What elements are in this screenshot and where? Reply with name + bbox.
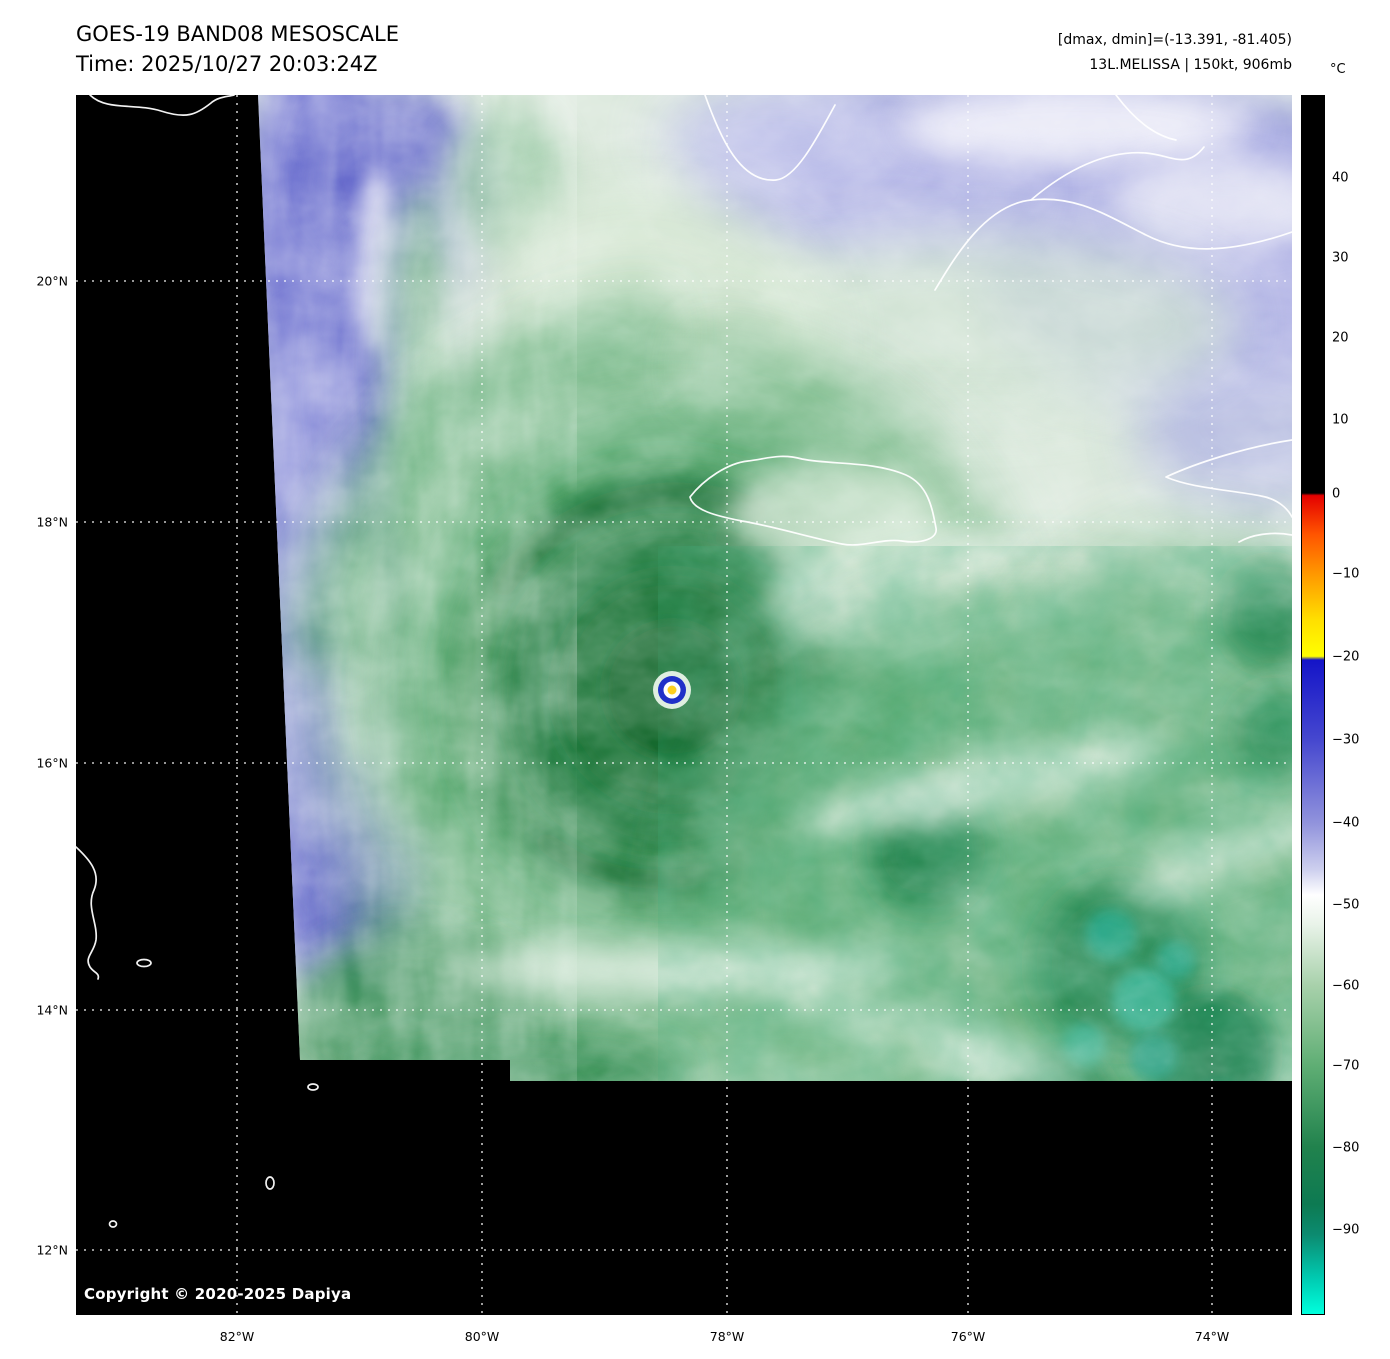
colorbar-tick-label: 0: [1332, 486, 1341, 502]
dmax-dmin-readout: [dmax, dmin]=(-13.391, -81.405): [1057, 32, 1292, 48]
hispaniola-coastline: [1238, 532, 1292, 543]
mesoscale-data-region: [258, 95, 1292, 1081]
lat-tick-label: 18°N: [36, 514, 68, 530]
colorbar-tick-label: 20: [1332, 330, 1349, 346]
colorbar-tick-label: −10: [1332, 566, 1360, 582]
lat-tick-label: 14°N: [36, 1002, 68, 1018]
lon-tick-label: 74°W: [1194, 1329, 1230, 1344]
island-outline: [108, 1220, 118, 1228]
colorbar-tick-label: −70: [1332, 1058, 1360, 1074]
lat-tick-label: 16°N: [36, 755, 68, 771]
storm-info: 13L.MELISSA | 150kt, 906mb: [1089, 56, 1292, 73]
hurricane-eye: [653, 671, 691, 709]
cuba-coastline: [1030, 146, 1205, 201]
header-right: [dmax, dmin]=(-13.391, -81.405) 13L.MELI…: [1058, 28, 1292, 77]
colorbar-tick-label: −80: [1332, 1140, 1360, 1156]
cuba-coastline: [704, 95, 836, 181]
lon-tick-label: 82°W: [219, 1329, 255, 1344]
island-outline: [136, 958, 152, 968]
colorbar-tick-label: −60: [1332, 978, 1360, 994]
island-outline: [265, 1176, 275, 1190]
colorbar-tick-label: −30: [1332, 732, 1360, 748]
coastlines: [76, 95, 1292, 1228]
nicaragua-coastline: [76, 846, 100, 980]
lat-tick-label: 20°N: [36, 273, 68, 289]
jamaica-coastline: [689, 455, 937, 546]
cuba-coastline: [934, 198, 1292, 291]
colorbar-tick-label: 40: [1332, 170, 1349, 186]
cuba-coastline: [1115, 95, 1177, 141]
island-outline: [307, 1083, 319, 1091]
hispaniola-coastline: [1165, 439, 1292, 518]
colorbar-tick-label: −20: [1332, 649, 1360, 665]
lat-tick-label: 12°N: [36, 1242, 68, 1258]
lon-tick-label: 80°W: [464, 1329, 500, 1344]
gridlines: [76, 95, 1292, 1315]
colorbar-tick-label: 10: [1332, 412, 1349, 428]
honduras-coastline: [89, 95, 235, 116]
timestamp: Time: 2025/10/27 20:03:24Z: [76, 52, 378, 76]
satellite-imagery: [76, 95, 1292, 1315]
copyright-notice: Copyright © 2020-2025 Dapiya: [84, 1285, 352, 1303]
colorbar-tick-label: −40: [1332, 815, 1360, 831]
lon-tick-label: 78°W: [709, 1329, 745, 1344]
colorbar: [1301, 95, 1325, 1315]
colorbar-tick-label: −90: [1332, 1222, 1360, 1238]
colorbar-unit-label: °C: [1330, 62, 1346, 77]
colorbar-tick-label: 30: [1332, 250, 1349, 266]
satellite-map: Copyright © 2020-2025 Dapiya: [76, 95, 1292, 1315]
colorbar-tick-label: −50: [1332, 897, 1360, 913]
page-title: GOES-19 BAND08 MESOSCALE: [76, 22, 399, 46]
lon-tick-label: 76°W: [950, 1329, 986, 1344]
